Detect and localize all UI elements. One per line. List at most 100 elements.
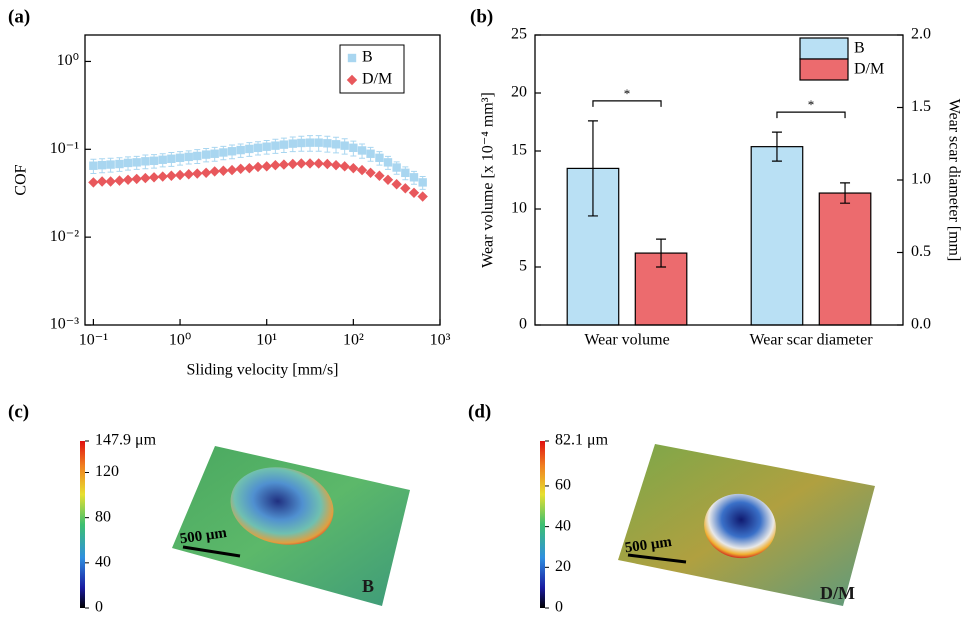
data-point	[96, 176, 108, 187]
error-bar	[656, 238, 667, 268]
data-point	[105, 176, 116, 187]
data-point	[227, 147, 237, 156]
data-point	[366, 149, 375, 158]
plot-frame	[84, 34, 441, 326]
legend-label: D/M	[362, 71, 392, 88]
sample-label: B	[362, 576, 374, 596]
colorbar-tick-label: 0	[555, 599, 563, 616]
colorbar-tick-label: 40	[555, 517, 571, 534]
data-point	[245, 144, 254, 154]
data-point	[131, 173, 142, 185]
data-point	[218, 165, 229, 176]
scale-bar	[182, 545, 241, 558]
legend-label: B	[854, 40, 865, 57]
x-tick-label: 10²	[343, 332, 364, 349]
data-point	[209, 166, 220, 177]
data-point	[89, 161, 98, 170]
sample-label: D/M	[820, 583, 855, 603]
data-point	[304, 158, 316, 169]
data-point	[192, 168, 203, 179]
data-point	[278, 159, 290, 170]
x-tick-label: 10⁻¹	[79, 332, 108, 349]
y-tick-label: 10⁰	[57, 52, 79, 69]
data-point	[313, 158, 324, 169]
legend-swatch	[346, 74, 358, 86]
colorbar-tick-label: 147.9 μm	[95, 432, 157, 449]
data-point	[235, 163, 246, 174]
data-point	[97, 160, 107, 170]
data-point	[271, 141, 280, 150]
panel-label: (b)	[470, 6, 493, 27]
data-point	[157, 171, 168, 182]
data-point	[114, 175, 125, 186]
data-point	[106, 160, 115, 169]
data-point	[375, 153, 384, 163]
panel-label: (a)	[8, 6, 30, 27]
data-point	[148, 172, 160, 183]
y2-tick-label: 2.0	[911, 26, 931, 43]
data-point	[166, 170, 177, 181]
data-point	[174, 169, 186, 181]
scale-bar	[627, 553, 687, 564]
y2-tick-label: 0.5	[911, 243, 931, 260]
y-axis-label: COF	[13, 164, 30, 195]
data-point	[158, 155, 167, 164]
y-tick-label: 10⁻³	[50, 316, 79, 333]
data-point	[88, 177, 99, 188]
data-point	[201, 150, 211, 159]
data-point	[252, 161, 264, 173]
data-point	[167, 154, 176, 163]
data-point	[279, 140, 289, 149]
data-point	[331, 140, 341, 149]
y2-tick-label: 1.0	[911, 171, 931, 188]
data-point	[356, 164, 368, 176]
significance-bracket	[776, 111, 846, 119]
data-point	[184, 152, 193, 162]
data-point	[400, 183, 411, 194]
data-point	[261, 161, 272, 172]
data-point	[183, 169, 194, 180]
legend-label: D/M	[854, 61, 884, 78]
colorbar-tick-label: 80	[95, 508, 111, 525]
y2-tick-label: 0.0	[911, 316, 931, 333]
data-point	[374, 170, 385, 181]
legend-box	[339, 44, 405, 94]
data-point	[330, 159, 342, 171]
data-point	[357, 146, 367, 155]
data-point	[210, 149, 219, 158]
data-point	[365, 167, 376, 179]
x-tick-label: 10¹	[256, 332, 277, 349]
y-tick-label: 5	[519, 258, 527, 275]
significance-label: *	[808, 97, 815, 112]
data-point	[219, 148, 228, 157]
data-point	[132, 158, 141, 167]
y2-axis-label: Wear scar diameter [mm]	[945, 99, 962, 262]
series	[88, 158, 428, 202]
colorbar-tick-label: 0	[95, 599, 103, 616]
wear-scar	[704, 493, 776, 559]
data-point	[391, 179, 402, 190]
panel-label: (c)	[8, 401, 29, 422]
data-point	[270, 159, 281, 171]
colorbar-tick-label: 60	[555, 477, 571, 494]
significance-label: *	[624, 86, 631, 101]
y2-tick-label: 1.5	[911, 98, 931, 115]
data-point	[123, 158, 133, 168]
surface-image-d	[618, 444, 875, 606]
data-point	[305, 138, 315, 147]
data-point	[408, 187, 420, 198]
data-point	[140, 172, 151, 184]
x-tick-label: 10³	[430, 332, 451, 349]
data-point	[323, 139, 332, 148]
data-point	[382, 174, 394, 185]
colorbar	[80, 441, 85, 608]
surface-image-c	[172, 446, 410, 606]
data-point	[339, 161, 350, 172]
panel-label: (d)	[468, 401, 491, 422]
y-tick-label: 10⁻²	[50, 228, 79, 245]
data-point	[236, 145, 245, 155]
data-point	[322, 158, 333, 170]
colorbar-tick-label: 120	[95, 463, 119, 480]
y-tick-label: 10⁻¹	[50, 140, 79, 157]
plot-frame	[534, 34, 904, 326]
